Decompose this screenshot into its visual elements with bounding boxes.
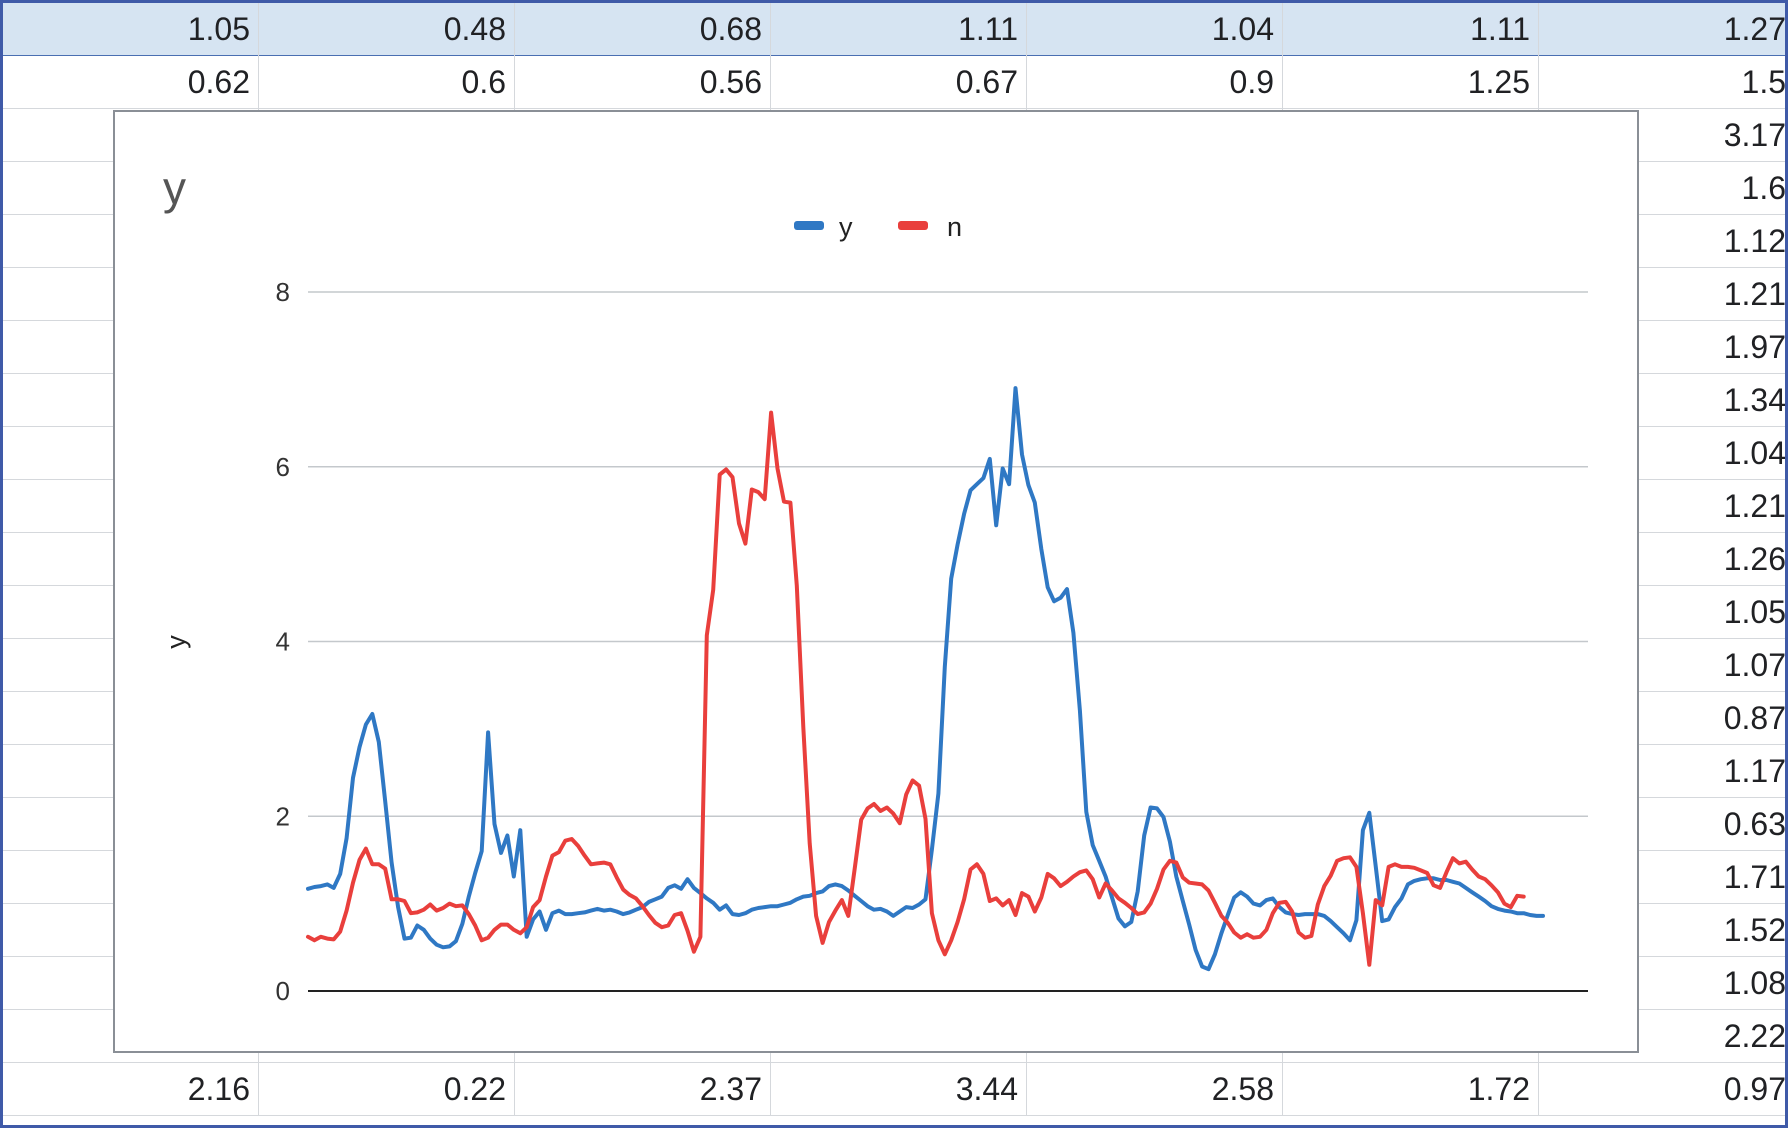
legend: y n xyxy=(794,212,962,242)
sheet-cell[interactable]: 1.07 xyxy=(1539,639,1785,692)
sheet-cell[interactable]: 1.12 xyxy=(1539,215,1785,268)
sheet-cell[interactable]: 1.08 xyxy=(1539,957,1785,1010)
sheet-cell[interactable]: 1.21 xyxy=(1539,480,1785,533)
sheet-row[interactable]: 2.16 0.22 2.37 3.44 2.58 1.72 0.97 xyxy=(3,1063,1785,1116)
sheet-cell[interactable]: 0.22 xyxy=(259,1063,515,1116)
sheet-cell[interactable]: 1.21 xyxy=(1539,268,1785,321)
sheet-cell[interactable]: 1.5 xyxy=(1539,56,1785,109)
legend-swatch-y xyxy=(794,221,824,230)
sheet-cell[interactable]: 3.44 xyxy=(771,1063,1027,1116)
y-tick-label: 0 xyxy=(276,976,290,1006)
sheet-cell[interactable]: 1.05 xyxy=(3,3,259,56)
sheet-cell[interactable]: 3.17 xyxy=(1539,109,1785,162)
legend-label-n: n xyxy=(947,212,962,242)
sheet-cell[interactable]: 0.97 xyxy=(1539,1063,1785,1116)
legend-label-y: y xyxy=(839,212,853,242)
sheet-cell[interactable]: 1.97 xyxy=(1539,321,1785,374)
sheet-cell[interactable]: 0.62 xyxy=(3,56,259,109)
sheet-cell[interactable]: 0.68 xyxy=(515,3,771,56)
sheet-cell[interactable]: 0.6 xyxy=(259,56,515,109)
sheet-cell[interactable]: 0.9 xyxy=(1027,56,1283,109)
series-line-n xyxy=(306,410,1526,967)
y-axis-label: y xyxy=(161,635,191,649)
sheet-cell[interactable]: 2.37 xyxy=(515,1063,771,1116)
series-line-y xyxy=(306,386,1545,972)
y-tick-label: 6 xyxy=(276,452,290,482)
legend-swatch-n xyxy=(898,221,928,230)
sheet-cell[interactable]: 2.22 xyxy=(1539,1010,1785,1063)
sheet-cell[interactable]: 2.16 xyxy=(3,1063,259,1116)
chart-title: y xyxy=(163,162,186,214)
gridlines xyxy=(308,291,1588,992)
sheet-cell[interactable]: 1.05 xyxy=(1539,586,1785,639)
sheet-cell[interactable]: 1.6 xyxy=(1539,162,1785,215)
sheet-cell[interactable]: 0.56 xyxy=(515,56,771,109)
chart-container[interactable]: y y n y 0 2 4 6 8 xyxy=(113,110,1639,1053)
y-tick-label: 2 xyxy=(276,801,290,831)
sheet-cell[interactable]: 2.58 xyxy=(1027,1063,1283,1116)
sheet-cell[interactable]: 1.04 xyxy=(1539,427,1785,480)
sheet-cell[interactable]: 1.11 xyxy=(1283,3,1539,56)
sheet-cell[interactable]: 1.04 xyxy=(1027,3,1283,56)
sheet-cell[interactable]: 1.71 xyxy=(1539,851,1785,904)
sheet-cell[interactable]: 1.34 xyxy=(1539,374,1785,427)
sheet-cell[interactable]: 1.27 xyxy=(1539,3,1785,56)
sheet-row[interactable]: 1.05 0.48 0.68 1.11 1.04 1.11 1.27 xyxy=(3,3,1785,56)
sheet-cell[interactable]: 1.26 xyxy=(1539,533,1785,586)
sheet-cell[interactable]: 1.25 xyxy=(1283,56,1539,109)
sheet-cell[interactable]: 0.67 xyxy=(771,56,1027,109)
y-tick-label: 4 xyxy=(276,627,290,657)
y-tick-labels: 0 2 4 6 8 xyxy=(276,277,290,1006)
sheet-cell[interactable]: 0.87 xyxy=(1539,692,1785,745)
sheet-cell[interactable]: 1.11 xyxy=(771,3,1027,56)
sheet-cell[interactable]: 1.17 xyxy=(1539,745,1785,798)
y-tick-label: 8 xyxy=(276,277,290,307)
series-layer xyxy=(306,386,1545,972)
sheet-cell[interactable]: 1.72 xyxy=(1283,1063,1539,1116)
line-chart: y y n y 0 2 4 6 8 xyxy=(161,162,1588,1006)
sheet-cell[interactable]: 0.48 xyxy=(259,3,515,56)
sheet-cell[interactable]: 0.63 xyxy=(1539,798,1785,851)
sheet-cell[interactable]: 1.52 xyxy=(1539,904,1785,957)
sheet-row[interactable]: 0.62 0.6 0.56 0.67 0.9 1.25 1.5 xyxy=(3,56,1785,109)
